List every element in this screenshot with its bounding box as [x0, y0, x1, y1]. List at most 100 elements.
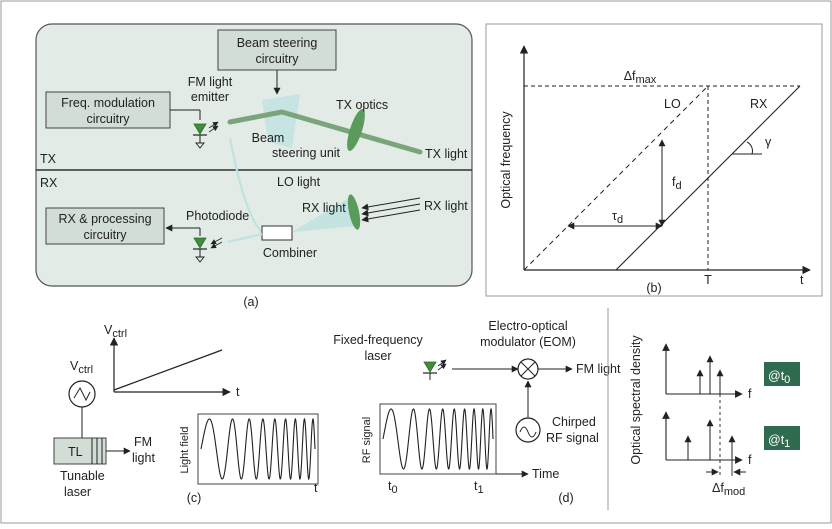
- c-tunable-laser-line1: Tunable: [60, 469, 105, 483]
- d-fixed-laser-line1: Fixed-frequency: [333, 333, 423, 347]
- lo-light-label: LO light: [277, 175, 321, 189]
- b-t-axis-label: t: [800, 273, 804, 287]
- b-y-axis-label: Optical frequency: [499, 111, 513, 209]
- d-eom-line2: modulator (EOM): [480, 335, 576, 349]
- b-fd-label: fd: [672, 175, 682, 192]
- panel-a: TX RX Beam steering circuitry Freq. modu…: [35, 23, 473, 309]
- c-fm-light-line1: FM: [134, 435, 152, 449]
- c-light-field-label: Light field: [179, 426, 191, 473]
- e-top-spectral-lines: [696, 355, 724, 394]
- e-bottom-f-label: f: [748, 453, 752, 467]
- b-delta-fmax-main: Δf: [624, 69, 636, 83]
- e-y-axis-label: Optical spectral density: [629, 335, 643, 465]
- caption-c: (c): [187, 491, 202, 505]
- rx-section-label: RX: [40, 176, 58, 190]
- c-ramp-source-glyph: [73, 386, 91, 402]
- e-tag-t0-sub: 0: [784, 374, 790, 386]
- tx-light-label: TX light: [425, 147, 468, 161]
- e-top-f-label: f: [748, 387, 752, 401]
- e-delta-fmod-sub: mod: [724, 486, 745, 498]
- rx-light-outer-label: RX light: [424, 199, 468, 213]
- beam-steering-unit-shape: [262, 94, 300, 148]
- b-t-tick: T: [704, 273, 712, 287]
- freq-mod-circuitry-box: [45, 91, 171, 129]
- e-tag-t0-label: @t0: [768, 369, 790, 386]
- b-gamma-arc: [746, 141, 753, 155]
- beam-steering-circuitry-box: [217, 29, 337, 71]
- c-tl-label: TL: [68, 445, 83, 459]
- e-delta-fmod-label: Δfmod: [712, 481, 745, 498]
- c-vctrl-axis-sub: ctrl: [112, 328, 127, 340]
- beam-steering-unit-line1: Beam: [252, 131, 285, 145]
- d-chirped-rf-line2: RF signal: [546, 431, 599, 445]
- beam-steering-unit-line2: steering unit: [272, 146, 341, 160]
- d-t0-main: t: [388, 479, 392, 493]
- b-rx-label: RX: [750, 97, 768, 111]
- rx-light-inner-label: RX light: [302, 201, 346, 215]
- b-lo-ramp: [523, 85, 709, 271]
- d-rf-source-glyph: [519, 426, 537, 438]
- b-rx-ramp: [615, 85, 801, 271]
- b-tau-label: τd: [612, 209, 623, 226]
- c-fm-light-line2: light: [132, 451, 155, 465]
- b-delta-fmax: Δfmax: [624, 69, 657, 86]
- fm-light-emitter-line2: emitter: [191, 90, 229, 104]
- d-t0-sub: 0: [391, 484, 397, 496]
- e-tag-t1-label: @t1: [768, 433, 790, 450]
- d-t0-label: t0: [388, 479, 398, 496]
- tx-section-label: TX: [40, 152, 57, 166]
- lo-light-path: [228, 137, 263, 233]
- c-ramp-source-icon: [68, 380, 96, 408]
- freq-mod-circuitry-line1: Freq. modulation: [61, 96, 155, 110]
- d-fm-light-label: FM light: [576, 362, 621, 376]
- b-tau-sub: d: [617, 214, 623, 226]
- d-chirped-rf-line1: Chirped: [552, 415, 596, 429]
- c-light-field-chirp: [200, 417, 316, 481]
- d-time-label: Time: [532, 467, 559, 481]
- d-fixed-laser-diode-icon: [423, 359, 447, 380]
- e-tag-t1: [764, 426, 800, 450]
- panel-spectra: Optical spectral density f @t0 f @t1: [607, 308, 800, 510]
- c-vctrl-ramp: [113, 349, 223, 391]
- tx-optics-label: TX optics: [336, 98, 388, 112]
- combiner-label: Combiner: [263, 246, 317, 260]
- rx-incoming-arrow-2: [361, 203, 421, 217]
- c-vctrl-source-label: Vctrl: [70, 359, 93, 376]
- rx-incoming-arrow-3: [361, 209, 421, 223]
- caption-b: (b): [646, 281, 661, 295]
- c-top-t-label: t: [236, 385, 240, 399]
- freq-mod-circuitry-line2: circuitry: [86, 112, 130, 126]
- e-tag-t0: [764, 362, 800, 386]
- b-fd-main: f: [672, 175, 676, 189]
- e-delta-fmod-main: Δf: [712, 481, 724, 495]
- e-tag-t0-main: @t: [768, 369, 785, 383]
- rx-processing-line2: circuitry: [83, 228, 127, 242]
- rx-light-cone: [292, 196, 356, 232]
- d-t1-main: t: [474, 479, 478, 493]
- c-vctrl-axis-main: V: [104, 323, 113, 337]
- d-rf-chirp: [382, 407, 494, 471]
- tx-beam-in: [227, 109, 285, 125]
- combiner-box: [261, 225, 293, 241]
- panel-c: Vctrl t Vctrl TL FM light Tunable laser …: [53, 323, 319, 505]
- beam-steering-circuitry-line2: circuitry: [255, 52, 299, 66]
- c-vctrl-axis-label: Vctrl: [104, 323, 127, 340]
- rx-processing-box: [45, 207, 165, 245]
- panel-d: Fixed-frequency laser Electro-optical mo…: [333, 319, 621, 505]
- rx-processing-line1: RX & processing: [58, 212, 151, 226]
- b-gamma-label: γ: [765, 135, 772, 149]
- d-fixed-laser-line2: laser: [364, 349, 391, 363]
- b-fd-sub: d: [675, 180, 681, 192]
- caption-a: (a): [243, 295, 258, 309]
- b-lo-label: LO: [664, 97, 681, 111]
- b-delta-fmax-sub: max: [636, 74, 657, 86]
- fm-light-emitter-line1: FM light: [188, 75, 233, 89]
- photodiode-icon: [193, 237, 223, 263]
- c-vctrl-source-main: V: [70, 359, 79, 373]
- tx-optics-lens: [347, 108, 365, 152]
- panel-b: Optical frequency Δfmax LO RX γ fd τd T …: [485, 23, 823, 297]
- d-mixer-cross-2: [520, 361, 536, 377]
